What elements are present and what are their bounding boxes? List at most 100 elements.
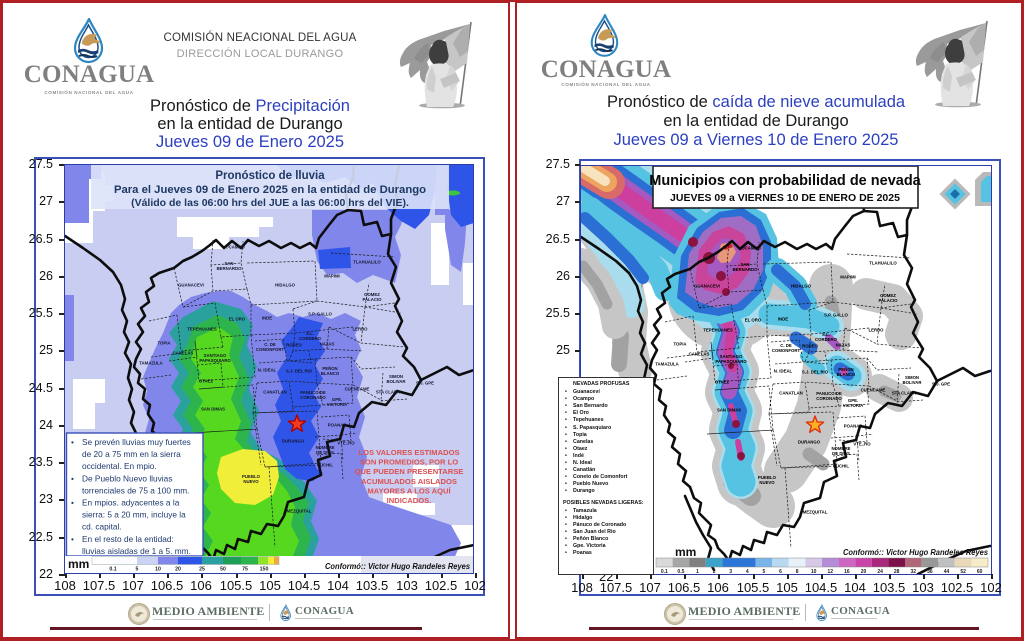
svg-text:de 20 a 75 mm en la sierra: de 20 a 75 mm en la sierra [82,449,181,459]
svg-text:24: 24 [877,569,883,574]
svg-text:N. IDEAL: N. IDEAL [774,369,793,374]
svg-text:EL ORO: EL ORO [745,318,762,323]
svg-text:0.5: 0.5 [677,569,684,574]
svg-text:16: 16 [844,569,850,574]
svg-text:MAPIMI: MAPIMI [324,274,340,279]
svg-text:Municipios con probabilidad de: Municipios con probabilidad de nevada [649,173,921,189]
svg-text:44: 44 [944,569,950,574]
svg-text:TEPEHUANES: TEPEHUANES [187,327,217,332]
svg-text:MAYORES A LOS AQUÍ: MAYORES A LOS AQUÍ [367,486,451,495]
svg-text:occidental. En mpio.: occidental. En mpio. [82,461,157,471]
svg-text:Conformó:: Victor Hugo Randele: Conformó:: Victor Hugo Randeles Reyes [843,547,988,557]
svg-text:torrenciales de 75 a 100 mm.: torrenciales de 75 a 100 mm. [82,485,189,495]
svg-text:ACUMULADOS AISLADOS: ACUMULADOS AISLADOS [361,477,457,486]
svg-text:HIDALGO: HIDALGO [275,283,295,288]
svg-text:MAPIMI: MAPIMI [840,275,856,280]
svg-text:25: 25 [199,567,205,573]
svg-text:CANATLAN: CANATLAN [263,390,287,395]
svg-text:SAN DIMAS: SAN DIMAS [717,408,741,413]
svg-text:DURANGO: DURANGO [282,439,305,444]
svg-text:RODEO: RODEO [802,344,818,349]
svg-text:S.J. GPE: S.J. GPE [932,382,950,387]
svg-text:mm: mm [68,557,89,571]
svg-text:OCAMPO: OCAMPO [225,245,245,250]
svg-text:S.L.CORDERO: S.L. CORDERO [299,331,322,341]
svg-text:TOPIA: TOPIA [157,341,170,346]
svg-text:60: 60 [977,569,983,574]
svg-text:GUANACEVI: GUANACEVI [178,283,204,288]
svg-text:TAMAZULA: TAMAZULA [655,362,679,367]
svg-text:10: 10 [155,567,161,573]
svg-text:MEZQUITAL: MEZQUITAL [803,510,828,515]
svg-text:CUENCAME: CUENCAME [345,387,370,392]
svg-text:SON PROMEDIOS, POR LO: SON PROMEDIOS, POR LO [360,458,458,467]
svg-text:TAMAZULA: TAMAZULA [139,361,163,366]
svg-text:VTE..RO: VTE..RO [337,441,355,446]
svg-text:TLAHUALILO: TLAHUALILO [869,261,897,266]
svg-text:OTAEZ: OTAEZ [199,379,214,384]
svg-text:TOPIA: TOPIA [673,342,686,347]
svg-text:2: 2 [713,569,716,574]
svg-text:(Válido de las 06:00 hrs del J: (Válido de las 06:00 hrs del JUE a las 0… [131,197,409,209]
svg-text:HIDALGO: HIDALGO [791,284,811,289]
svg-text:S.P. GALLO: S.P. GALLO [308,312,332,317]
svg-text:STA CLARA: STA CLARA [376,390,400,395]
svg-text:MEZQUITAL: MEZQUITAL [287,509,312,514]
svg-text:•: • [71,437,74,447]
svg-text:12: 12 [828,569,834,574]
svg-text:•: • [71,534,74,544]
svg-text:SAN DIMAS: SAN DIMAS [201,407,225,412]
svg-text:RODEO: RODEO [286,343,302,348]
svg-text:•: • [71,498,74,508]
svg-text:150: 150 [260,567,269,573]
svg-text:POANAS: POANAS [844,424,863,429]
svg-text:S.J. GPE: S.J. GPE [416,381,434,386]
svg-text:TEPEHUANES: TEPEHUANES [703,328,733,333]
svg-text:75: 75 [242,567,248,573]
svg-text:INDE: INDE [778,317,788,322]
svg-text:En el resto de la entidad:: En el resto de la entidad: [82,534,174,544]
svg-text:mm: mm [675,545,696,559]
svg-text:CANATLAN: CANATLAN [779,391,803,396]
svg-text:CANELAS: CANELAS [173,351,194,356]
svg-text:•: • [71,473,74,483]
svg-text:CANELAS: CANELAS [689,352,710,357]
svg-text:5: 5 [763,569,766,574]
svg-text:EL ORO: EL ORO [229,317,246,322]
svg-text:VTE..RO: VTE..RO [853,442,871,447]
svg-text:SUCHIL: SUCHIL [833,464,849,469]
svg-text:lluvias aisladas de 1 a 5. mm.: lluvias aisladas de 1 a 5. mm. [82,546,191,556]
svg-text:52: 52 [960,569,966,574]
svg-text:Conformó:: Victor Hugo Randele: Conformó:: Victor Hugo Randeles Reyes [325,561,470,571]
svg-text:LERDO: LERDO [868,328,884,333]
svg-text:Se prevén lluvias muy fuertes: Se prevén lluvias muy fuertes [82,437,191,447]
svg-text:1: 1 [696,569,699,574]
svg-text:0.1: 0.1 [661,569,668,574]
svg-text:DURANGO: DURANGO [798,440,821,445]
svg-text:GUANACEVI: GUANACEVI [694,284,720,289]
svg-text:STA CLARA: STA CLARA [892,391,916,396]
svg-text:sierra: 5 a 20 mm, incluye la: sierra: 5 a 20 mm, incluye la [82,510,186,520]
svg-text:INDE: INDE [262,316,272,321]
svg-text:LOS VALORES ESTIMADOS: LOS VALORES ESTIMADOS [358,448,459,457]
svg-text:5: 5 [136,567,139,573]
svg-text:OTAEZ: OTAEZ [715,380,730,385]
svg-text:INDICADOS.: INDICADOS. [387,496,432,505]
svg-text:28: 28 [894,569,900,574]
svg-text:Pronóstico de lluvia: Pronóstico de lluvia [215,170,325,182]
svg-text:NAZAS: NAZAS [320,342,335,347]
svg-text:4: 4 [746,569,749,574]
svg-text:QUE PUEDEN PRESENTARSE: QUE PUEDEN PRESENTARSE [355,467,464,476]
svg-text:OCAMPO: OCAMPO [741,246,761,251]
